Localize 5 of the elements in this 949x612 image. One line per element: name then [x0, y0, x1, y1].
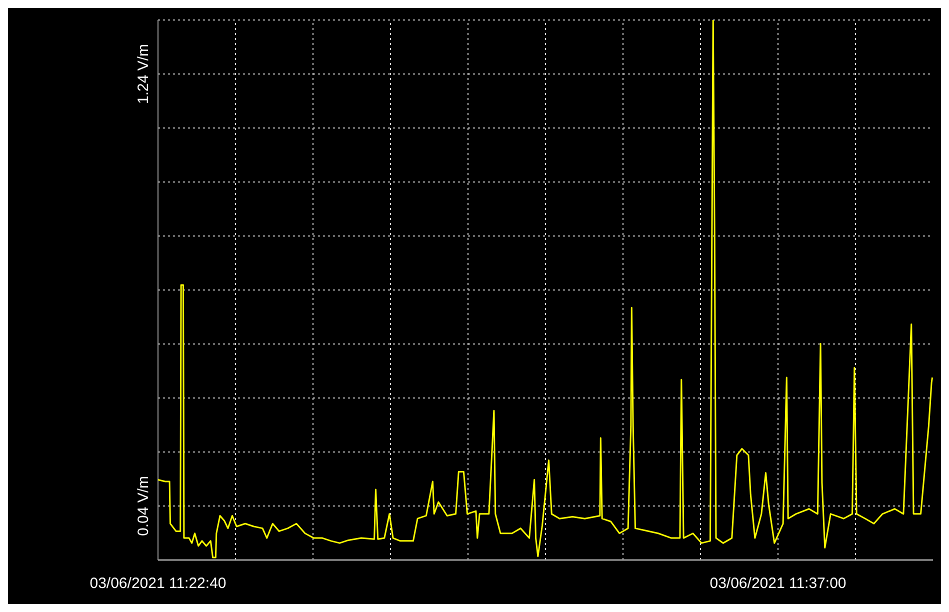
x-tick-label: 03/06/2021 11:22:40 [90, 575, 226, 592]
x-tick-label: 03/06/2021 11:37:00 [710, 575, 846, 592]
line-series [158, 20, 933, 558]
y-tick-label: 0.04 V/m [135, 476, 152, 536]
y-tick-label: 1.24 V/m [135, 44, 152, 104]
